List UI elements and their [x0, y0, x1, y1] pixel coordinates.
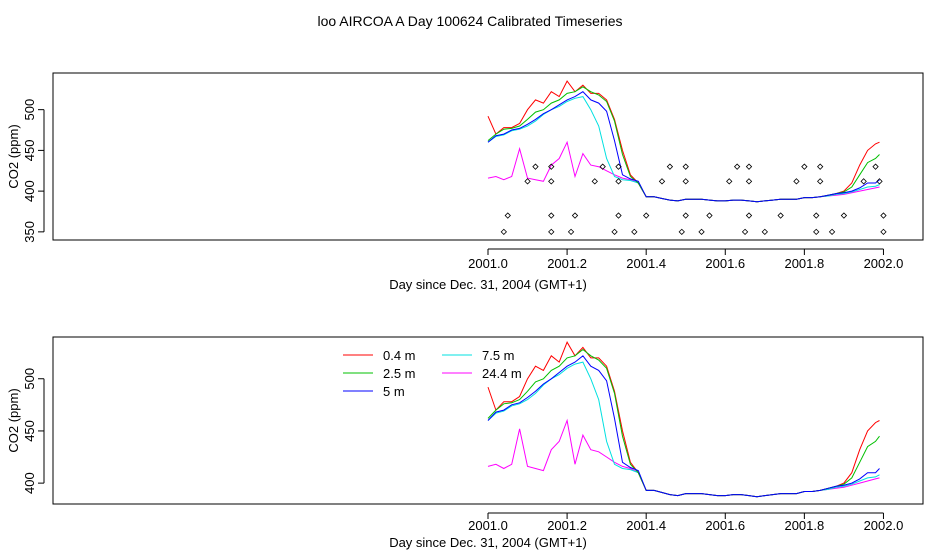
chart-panel-top: 2001.0 2001.2 2001.4 2001.6 2001.8 2002.0 Day … — [6, 72, 924, 292]
plot-frame — [52, 336, 924, 505]
flag-point — [631, 228, 638, 236]
flag-point — [880, 228, 887, 236]
flag-point — [698, 228, 705, 236]
flag-point — [611, 228, 618, 236]
x-axis-label: Day since Dec. 31, 2004 (GMT+1) — [389, 277, 587, 292]
y-axis-label: CO2 (ppm) — [6, 124, 21, 188]
series-line-5-m — [487, 91, 880, 203]
y-tick-label: 400 — [22, 180, 37, 202]
flag-point — [599, 163, 606, 170]
flag-point — [828, 228, 836, 236]
y-tick-label: 400 — [22, 472, 37, 494]
flag-point — [615, 212, 622, 219]
legend-label: 0.4 m — [383, 348, 416, 363]
flag-point — [532, 163, 539, 170]
legend-label: 24.4 m — [482, 366, 522, 381]
flag-point — [548, 163, 555, 170]
flag-point — [813, 228, 820, 236]
series-line-0-4-m — [487, 341, 880, 498]
figure-title: loo AIRCOA A Day 100624 Calibrated Times… — [317, 13, 622, 29]
y-axis-label: CO2 (ppm) — [6, 388, 21, 452]
x-tick-label: 2001.0 — [468, 256, 508, 271]
x-axis-label: Day since Dec. 31, 2004 (GMT+1) — [389, 535, 587, 550]
x-tick-label: 2001.0 — [468, 518, 508, 533]
y-tick-label: 500 — [22, 99, 37, 121]
flag-point — [548, 178, 555, 185]
plot-area — [487, 80, 887, 236]
flag-point — [880, 212, 887, 219]
x-tick-label: 2001.6 — [705, 256, 745, 271]
flag-point — [643, 212, 650, 219]
flag-point — [745, 212, 753, 219]
legend-label: 5 m — [383, 384, 405, 399]
y-tick-label: 500 — [22, 368, 37, 390]
legend-label: 2.5 m — [383, 366, 416, 381]
y-tick-label: 450 — [22, 420, 37, 442]
flag-point — [615, 178, 622, 185]
x-tick-label: 2001.8 — [784, 256, 824, 271]
flag-point — [741, 228, 749, 236]
flag-point — [761, 228, 768, 236]
flag-point — [591, 178, 598, 185]
plot-frame — [52, 72, 924, 241]
flag-point — [548, 212, 555, 219]
flag-point — [860, 178, 867, 185]
flag-point — [817, 163, 824, 170]
flag-point — [793, 178, 800, 185]
series-line-2-5-m — [487, 348, 880, 498]
y-tick-label: 450 — [22, 140, 37, 162]
x-tick-label: 2001.4 — [626, 518, 666, 533]
y-tick-label: 350 — [22, 221, 37, 243]
flag-point — [745, 178, 753, 185]
series-line-5-m — [487, 355, 880, 498]
flag-point — [678, 228, 685, 236]
x-tick-label: 2002.0 — [864, 518, 904, 533]
legend-label: 7.5 m — [482, 348, 515, 363]
flag-point — [745, 163, 753, 170]
flag-point — [872, 163, 879, 170]
flag-point — [706, 212, 713, 219]
flag-point — [817, 178, 824, 185]
flag-point — [571, 212, 579, 219]
flag-point — [682, 163, 689, 170]
series-line-24-4-m — [487, 418, 880, 498]
x-tick-label: 2001.4 — [626, 256, 666, 271]
flag-point — [500, 228, 507, 236]
flag-point — [615, 163, 622, 170]
x-tick-label: 2001.2 — [547, 518, 587, 533]
flag-point — [813, 212, 820, 219]
flag-point — [777, 212, 784, 219]
series-line-24-4-m — [487, 140, 880, 203]
flag-point — [504, 212, 511, 219]
flag-point — [524, 178, 531, 185]
x-tick-label: 2002.0 — [864, 256, 904, 271]
flag-point — [726, 178, 733, 185]
flag-point — [682, 178, 689, 185]
series-line-2-5-m — [487, 86, 880, 203]
flag-point — [801, 163, 808, 170]
chart-panel-bottom: 2001.0 2001.2 2001.4 2001.6 2001.8 2002.0 Day … — [6, 336, 924, 550]
flag-point — [840, 212, 848, 219]
flag-point — [567, 228, 575, 236]
flag-point — [666, 163, 674, 170]
flag-point — [876, 178, 883, 185]
x-tick-label: 2001.2 — [547, 256, 587, 271]
flag-point — [658, 178, 666, 185]
plot-area — [487, 341, 880, 498]
flag-point — [548, 228, 555, 236]
x-tick-label: 2001.6 — [705, 518, 745, 533]
flag-point — [682, 212, 689, 219]
x-tick-label: 2001.8 — [784, 518, 824, 533]
flag-point — [733, 163, 741, 170]
